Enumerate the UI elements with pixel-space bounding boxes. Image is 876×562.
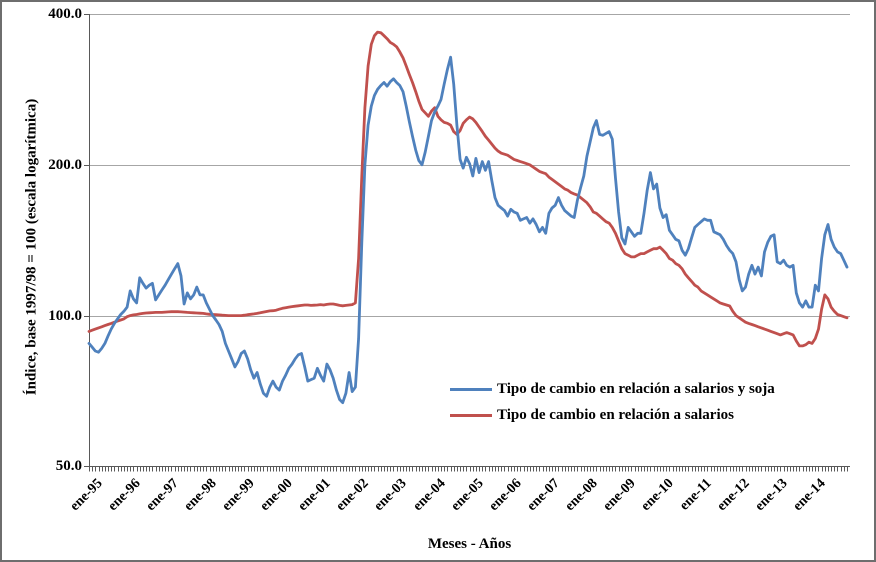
legend-label-0: Tipo de cambio en relación a salarios y …	[497, 380, 775, 397]
y-axis-title: Índice, base 1997/98 = 100 (escala logar…	[23, 98, 40, 396]
legend-item-1: Tipo de cambio en relación a salarios	[450, 402, 775, 428]
series-line-0	[87, 55, 849, 405]
y-tick-label-200.0: 200.0	[48, 156, 82, 173]
y-tick-label-50.0: 50.0	[55, 458, 82, 475]
legend: Tipo de cambio en relación a salarios y …	[450, 376, 775, 428]
legend-item-0: Tipo de cambio en relación a salarios y …	[450, 376, 775, 402]
legend-label-1: Tipo de cambio en relación a salarios	[497, 406, 734, 423]
y-tick-label-100.0: 100.0	[48, 307, 82, 324]
y-tick-label-400.0: 400.0	[48, 6, 82, 22]
legend-line-swatch-1	[450, 413, 492, 417]
x-axis-title: Meses - Años	[427, 536, 512, 552]
legend-line-swatch-0	[450, 387, 492, 391]
series-line-1	[87, 30, 849, 348]
